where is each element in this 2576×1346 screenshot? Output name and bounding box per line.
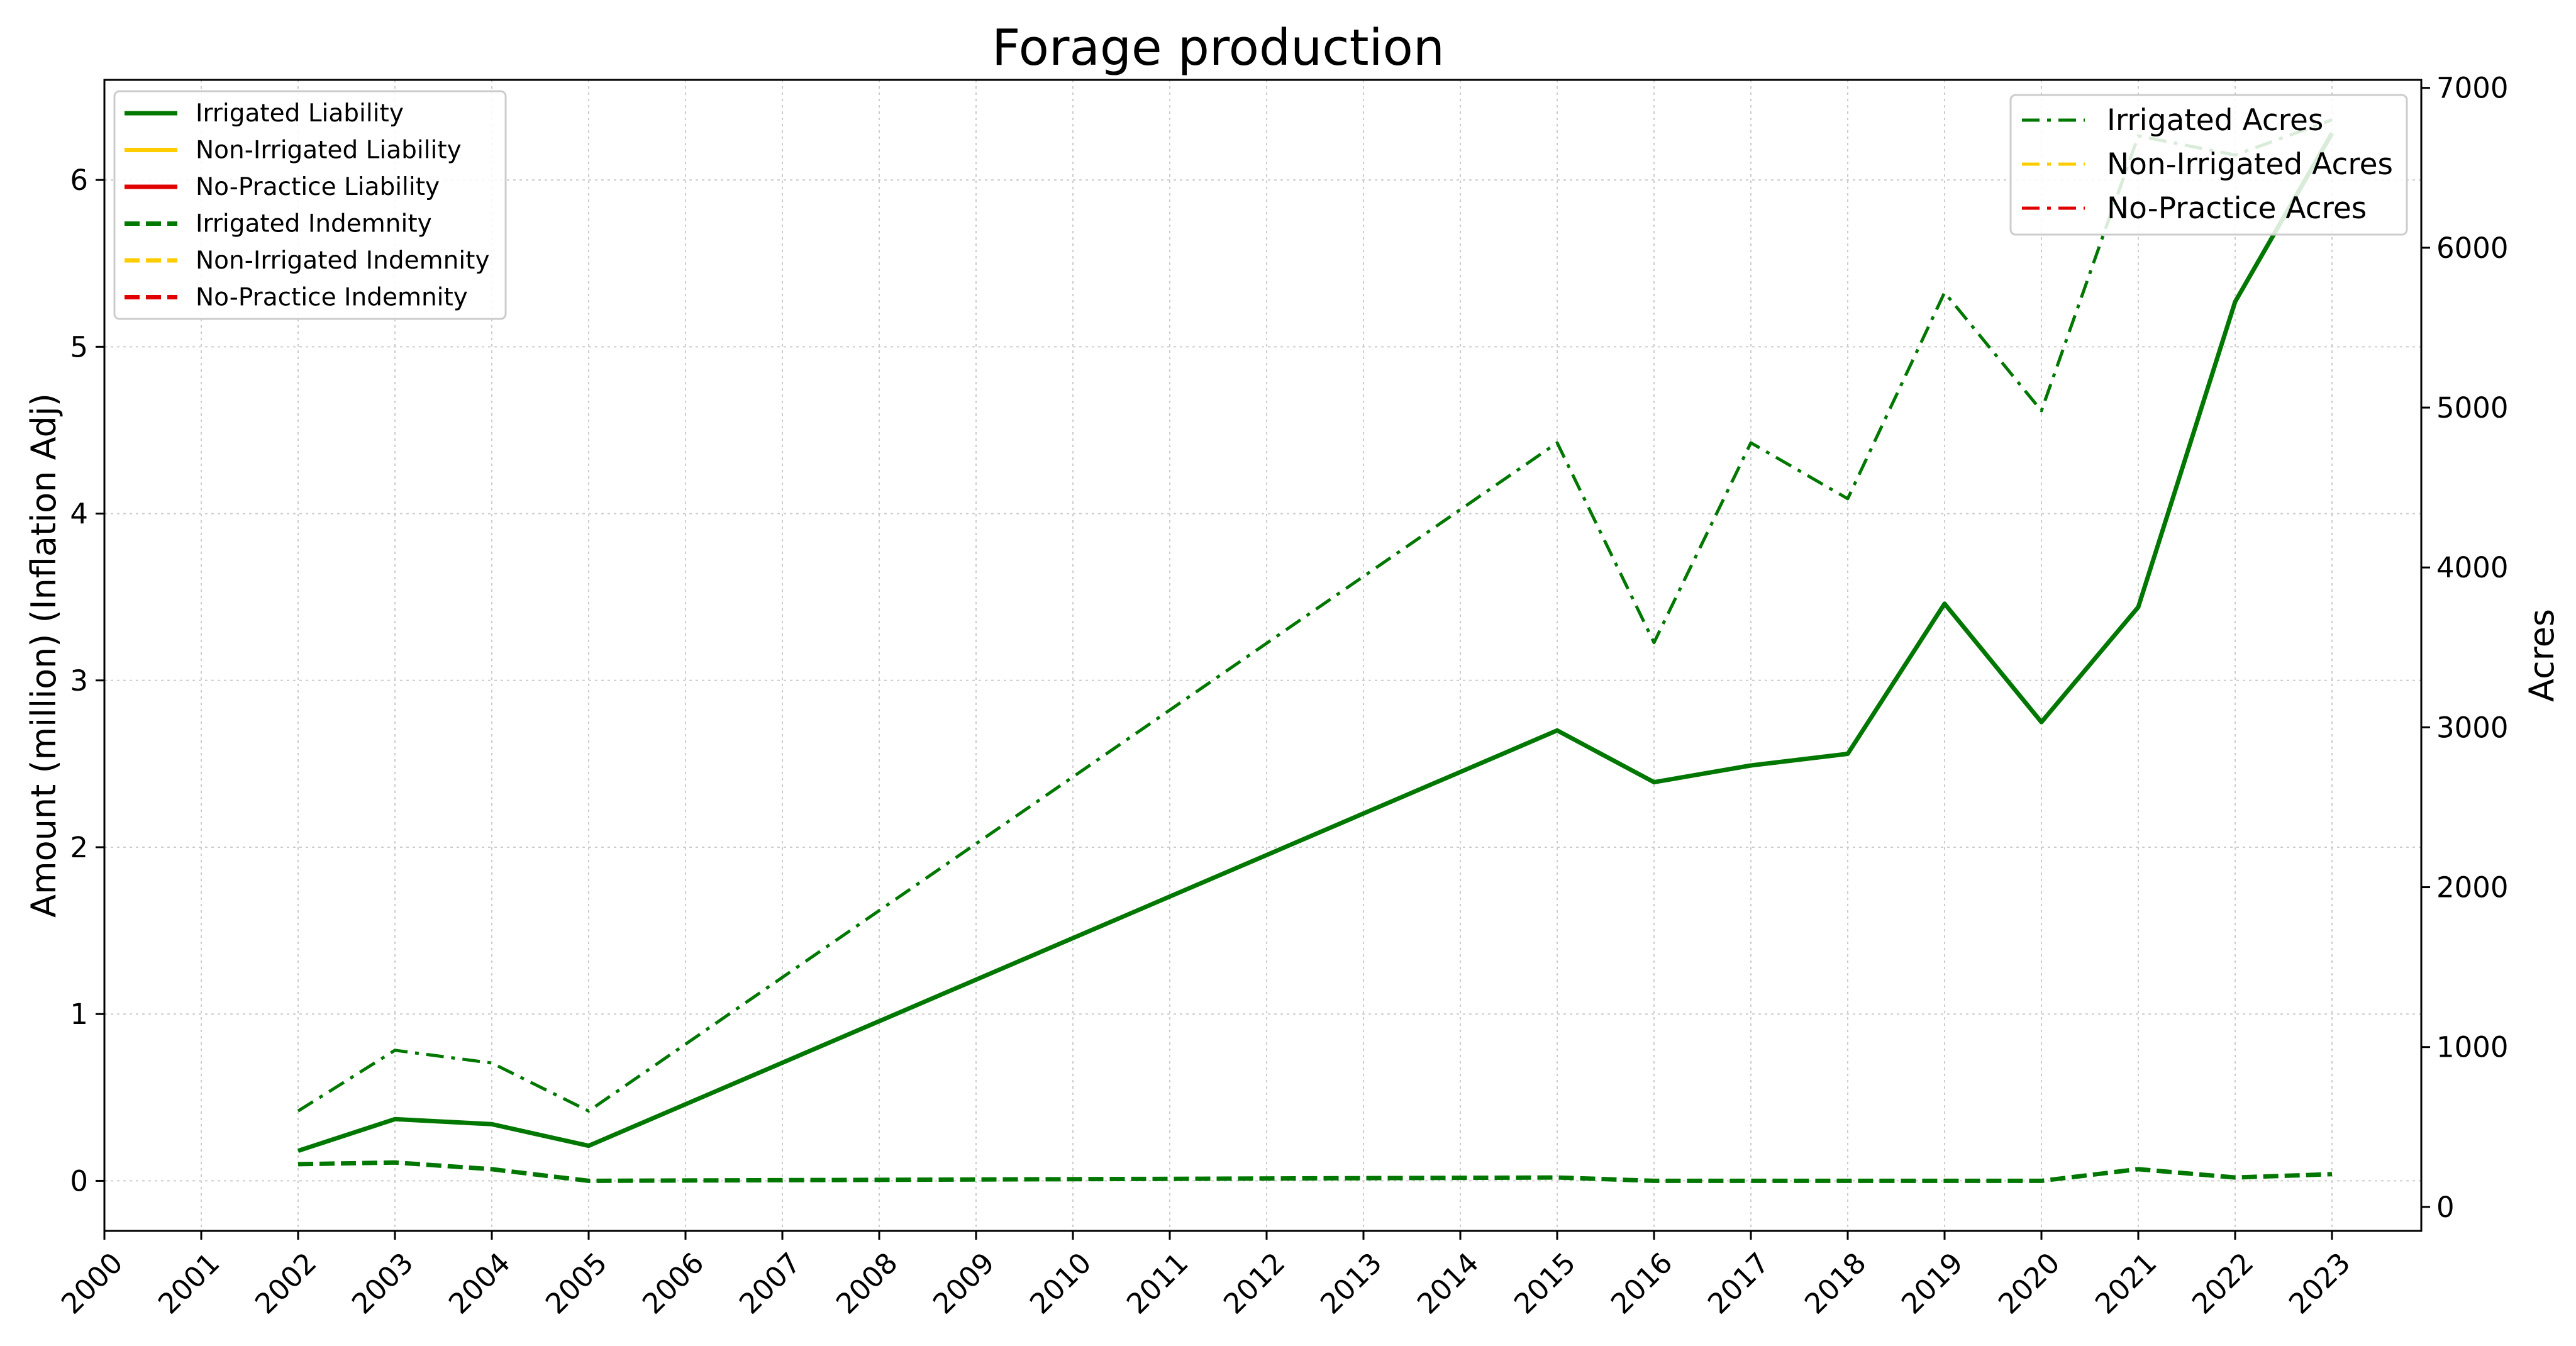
y2-tick-label: 2000 xyxy=(2436,871,2509,904)
series-layer xyxy=(297,118,2334,1183)
x-axis: 2000 2001 2002 2003 2004 2005 2006 2007 2008 2009… xyxy=(55,1231,2357,1321)
x-tick-label: 2013 xyxy=(1314,1246,1388,1320)
x-tick-label: 2000 xyxy=(55,1246,129,1320)
y-tick-label: 2 xyxy=(70,831,88,864)
y-axis-left: 0 1 2 3 4 5 6 xyxy=(70,164,104,1198)
x-tick-label: 2009 xyxy=(926,1246,1001,1320)
legend-label-non-irrigated-indemnity: Non-Irrigated Indemnity xyxy=(196,247,490,275)
x-tick-label: 2022 xyxy=(2185,1246,2260,1320)
x-tick-label: 2006 xyxy=(636,1246,710,1320)
x-tick-label: 2005 xyxy=(539,1246,613,1320)
legend-right-box xyxy=(2009,94,2408,236)
y2-tick-label: 0 xyxy=(2436,1191,2455,1224)
y2-tick-label: 4000 xyxy=(2436,551,2509,584)
x-tick-label: 2016 xyxy=(1604,1246,1679,1320)
x-tick-label: 2010 xyxy=(1023,1246,1097,1320)
x-tick-label: 2003 xyxy=(345,1246,419,1320)
legend-right: Irrigated Acres Non-Irrigated Acres No-Pra… xyxy=(2009,94,2408,236)
legend-label-no-practice-liability: No-Practice Liability xyxy=(196,173,440,201)
x-tick-label: 2020 xyxy=(1992,1246,2066,1320)
x-tick-label: 2007 xyxy=(733,1246,807,1320)
legend-left: Irrigated Liability Non-Irrigated Liabili… xyxy=(113,90,507,320)
x-tick-label: 2023 xyxy=(2282,1246,2357,1320)
y2-tick-label: 3000 xyxy=(2436,711,2509,744)
y2-tick-label: 1000 xyxy=(2436,1031,2509,1064)
series-line-irrigated-acres xyxy=(297,118,2333,1113)
x-tick-label: 2001 xyxy=(152,1246,226,1320)
x-tick-label: 2015 xyxy=(1507,1246,1582,1320)
chart-title: Forage production xyxy=(992,19,1445,77)
x-tick-label: 2018 xyxy=(1798,1246,1872,1320)
legend-label-irrigated-indemnity: Irrigated Indemnity xyxy=(196,210,432,238)
y-tick-label: 0 xyxy=(70,1164,88,1198)
series-line-irrigated-liability xyxy=(297,132,2334,1154)
y-tick-label: 4 xyxy=(70,498,88,531)
legend-label-irrigated-acres: Irrigated Acres xyxy=(2107,103,2323,138)
x-tick-label: 2012 xyxy=(1217,1246,1291,1320)
y-axis-right: 0 1000 2000 3000 4000 5000 6000 7000 xyxy=(2421,72,2509,1224)
legend-label-irrigated-liability: Irrigated Liability xyxy=(196,99,404,128)
x-tick-label: 2017 xyxy=(1701,1246,1775,1320)
x-tick-label: 2014 xyxy=(1411,1246,1485,1320)
legend-label-no-practice-indemnity: No-Practice Indemnity xyxy=(196,284,468,312)
legend-label-non-irrigated-acres: Non-Irrigated Acres xyxy=(2107,147,2393,182)
y2-tick-label: 6000 xyxy=(2436,231,2509,265)
plot-frame xyxy=(103,79,2423,1232)
legend-left-box xyxy=(113,90,507,320)
x-tick-label: 2004 xyxy=(442,1246,516,1320)
x-tick-label: 2011 xyxy=(1120,1246,1194,1320)
series-line-irrigated-indemnity xyxy=(297,1160,2333,1183)
x-tick-label: 2021 xyxy=(2089,1246,2163,1320)
y2-tick-label: 7000 xyxy=(2436,72,2509,105)
x-tick-label: 2002 xyxy=(248,1246,323,1320)
y-tick-label: 5 xyxy=(70,330,88,364)
y-tick-label: 6 xyxy=(70,164,88,197)
y-tick-label: 3 xyxy=(70,664,88,698)
y-axis-label: Amount (million) (Inflation Adj) xyxy=(24,393,64,918)
legend-label-no-practice-acres: No-Practice Acres xyxy=(2107,191,2367,226)
x-tick-label: 2019 xyxy=(1895,1246,1969,1320)
y2-axis-label: Acres xyxy=(2522,609,2562,702)
y-tick-label: 1 xyxy=(70,998,88,1031)
x-tick-label: 2008 xyxy=(830,1246,904,1320)
legend-label-non-irrigated-liability: Non-Irrigated Liability xyxy=(196,136,462,165)
y2-tick-label: 5000 xyxy=(2436,391,2509,425)
